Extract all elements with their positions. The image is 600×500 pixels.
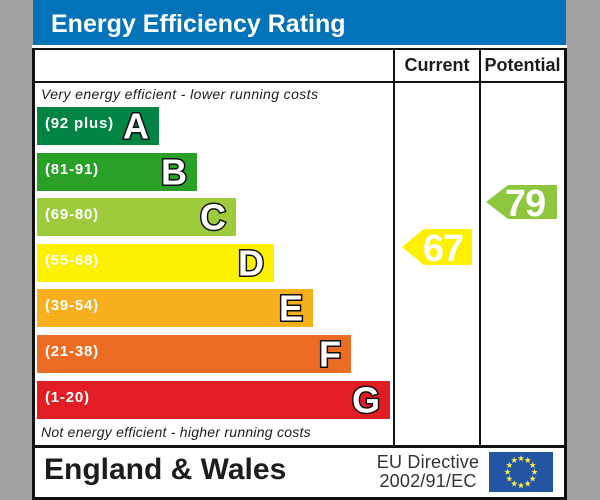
svg-text:E: E xyxy=(279,288,303,329)
svg-text:79: 79 xyxy=(505,183,545,225)
svg-text:B: B xyxy=(161,152,187,193)
svg-text:A: A xyxy=(123,106,149,147)
svg-text:F: F xyxy=(319,334,341,375)
svg-text:G: G xyxy=(352,380,380,421)
svg-text:D: D xyxy=(238,243,264,284)
svg-text:C: C xyxy=(200,197,226,238)
svg-text:67: 67 xyxy=(423,228,463,270)
